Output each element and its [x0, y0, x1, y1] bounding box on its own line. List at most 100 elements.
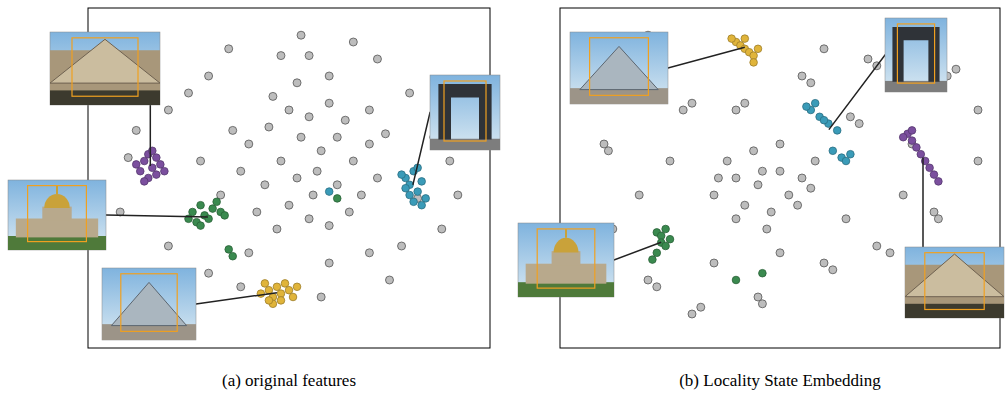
point	[767, 208, 775, 216]
thumbnail-box	[897, 24, 934, 83]
point	[974, 106, 982, 114]
point	[305, 215, 313, 223]
point	[732, 215, 740, 223]
point	[197, 201, 205, 209]
point	[728, 35, 736, 43]
point	[688, 99, 696, 107]
point	[277, 52, 285, 60]
point	[132, 161, 140, 169]
point	[798, 72, 806, 80]
point	[373, 55, 381, 63]
thumbnail-shape	[111, 282, 186, 325]
thumbnail-box	[444, 81, 486, 141]
point	[365, 106, 373, 114]
point	[229, 252, 237, 260]
point	[886, 249, 894, 257]
point	[277, 297, 285, 305]
point	[381, 130, 389, 138]
point	[293, 283, 301, 291]
point	[209, 205, 217, 213]
thumbnail-shape	[102, 324, 196, 340]
point	[273, 225, 281, 233]
thumbnail-shape	[570, 88, 668, 104]
point	[820, 45, 828, 53]
point	[644, 276, 652, 284]
point	[855, 120, 863, 128]
thumbnail	[430, 75, 500, 150]
point	[803, 103, 811, 111]
point	[221, 212, 229, 220]
thumbnail-box	[925, 253, 984, 310]
point	[285, 106, 293, 114]
point	[325, 188, 333, 196]
panel-caption: (b) Locality State Embedding	[679, 371, 881, 390]
point	[710, 191, 718, 199]
point	[237, 283, 245, 291]
thumbnail	[8, 180, 106, 250]
point	[697, 303, 705, 311]
point	[785, 191, 793, 199]
point	[341, 116, 349, 124]
thumbnail-sky	[518, 223, 614, 297]
point	[714, 174, 722, 182]
point	[325, 222, 333, 230]
point	[213, 198, 221, 206]
point	[422, 195, 430, 203]
point	[798, 174, 806, 182]
point	[225, 246, 233, 254]
point	[357, 191, 365, 199]
point	[776, 249, 784, 257]
point	[245, 140, 253, 148]
point	[864, 55, 872, 63]
point	[386, 276, 394, 284]
point	[245, 249, 253, 257]
point	[913, 144, 921, 152]
thumbnail	[885, 18, 947, 92]
point	[205, 72, 213, 80]
point	[253, 208, 261, 216]
thumbnail-sky	[102, 268, 196, 340]
point	[847, 150, 855, 158]
point	[293, 79, 301, 87]
thumbnail-shape	[552, 251, 581, 266]
point	[305, 113, 313, 121]
point	[365, 140, 373, 148]
point	[833, 127, 841, 135]
point	[446, 157, 454, 165]
point	[261, 280, 269, 288]
thumbnail-box	[121, 274, 177, 332]
point	[285, 286, 293, 294]
point	[197, 222, 205, 230]
point	[365, 249, 373, 257]
point	[732, 106, 740, 114]
points	[116, 31, 462, 307]
point	[899, 133, 907, 141]
point	[373, 174, 381, 182]
figure: (a) original features(b) Locality State …	[0, 0, 1008, 401]
point	[688, 310, 696, 318]
point	[899, 191, 907, 199]
point	[285, 201, 293, 209]
thumbnail-sky	[50, 32, 160, 105]
thumbnail-shape	[554, 238, 579, 253]
point	[741, 201, 749, 209]
thumbnail	[50, 32, 160, 105]
point	[257, 290, 265, 298]
point	[225, 45, 233, 53]
point	[153, 154, 161, 162]
point	[776, 140, 784, 148]
point	[750, 147, 758, 155]
panel	[8, 8, 500, 348]
thumbnail	[570, 32, 668, 104]
point	[414, 188, 422, 196]
point	[653, 249, 661, 257]
point	[776, 167, 784, 175]
point	[829, 266, 837, 274]
point	[161, 167, 169, 175]
point	[759, 269, 767, 277]
point	[406, 191, 414, 199]
point	[229, 126, 237, 134]
thumbnail-sky	[430, 75, 500, 150]
point	[666, 235, 674, 243]
point	[754, 45, 762, 53]
